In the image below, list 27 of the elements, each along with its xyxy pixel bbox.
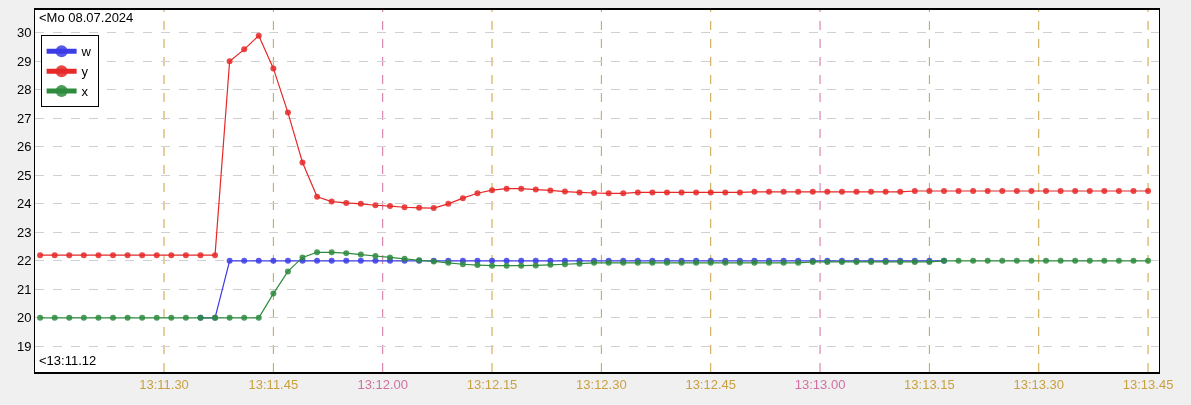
y-tick-label: 27 [16, 110, 32, 126]
x-tick-label: 13:13.15 [904, 377, 955, 393]
y-tick-label: 29 [16, 53, 32, 69]
y-tick-label: 28 [16, 82, 32, 98]
x-tick-label: 13:13.45 [1122, 377, 1174, 393]
x-tick-label: 13:12.30 [576, 377, 627, 393]
y-tick-label: 25 [16, 167, 32, 183]
x-tick-label: 13:13.00 [794, 377, 846, 393]
x-tick-label: 13:11.45 [248, 377, 299, 393]
x-tick-label: 13:13.30 [1013, 377, 1065, 393]
y-tick-label: 30 [16, 25, 32, 41]
x-tick-label: 13:12.15 [466, 377, 518, 393]
y-tick-label: 19 [16, 338, 32, 354]
x-tick-label: 13:12.45 [685, 377, 737, 393]
y-tick-label: 21 [16, 281, 32, 297]
x-tick-label: 13:12.00 [357, 377, 408, 393]
y-tick-label: 23 [16, 224, 32, 240]
annotation: <13:11.12 [39, 353, 97, 368]
y-tick-label: 24 [16, 196, 32, 212]
legend-label: x [81, 84, 89, 100]
legend-label: y [81, 64, 89, 80]
legend-label: w [80, 44, 92, 60]
x-tick-label: 13:11.30 [139, 377, 189, 393]
y-tick-label: 20 [16, 310, 32, 326]
annotation: <Mo 08.07.2024 [39, 10, 134, 25]
y-tick-label: 22 [16, 253, 32, 269]
y-tick-label: 26 [16, 139, 32, 155]
